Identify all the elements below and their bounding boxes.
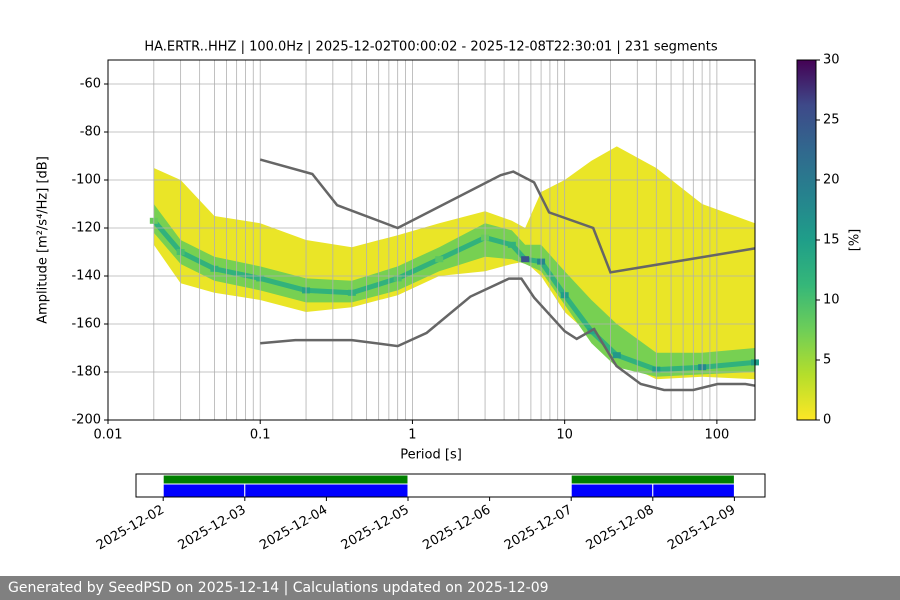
density-mode — [151, 219, 756, 373]
colorbar-tick-label: 5 — [823, 353, 831, 368]
colorbar-tick-label: 25 — [823, 113, 840, 128]
x-tick-label: 0.1 — [250, 428, 271, 443]
x-tick-label: 2025-12-02 — [94, 503, 167, 554]
y-tick-label: -160 — [71, 317, 101, 332]
x-tick-label: 2025-12-07 — [502, 503, 575, 554]
availability-bar — [652, 483, 735, 498]
y-tick-label: -80 — [80, 125, 101, 140]
colorbar-tick-label: 30 — [823, 53, 840, 68]
x-tick-label: 2025-12-06 — [420, 503, 493, 554]
x-tick-label: 2025-12-05 — [339, 503, 412, 554]
colorbar-tick-label: 0 — [823, 413, 831, 428]
availability-bar — [244, 483, 409, 498]
x-tick-label: 10 — [556, 428, 573, 443]
density-peak — [521, 256, 530, 263]
x-tick-label: 2025-12-03 — [176, 503, 249, 554]
x-axis-label: Period [s] — [400, 448, 462, 463]
plot-frame — [107, 59, 756, 421]
figure: HA.ERTR..HHZ | 100.0Hz | 2025-12-02T00:0… — [36, 40, 863, 554]
availability-bar — [570, 474, 735, 485]
chart-title: HA.ERTR..HHZ | 100.0Hz | 2025-12-02T00:0… — [144, 40, 718, 55]
colorbar-tick-label: 15 — [823, 233, 840, 248]
colorbar-label: [%] — [848, 229, 863, 252]
y-tick-label: -200 — [71, 413, 101, 428]
availability-bar — [570, 483, 654, 498]
x-tick-label: 2025-12-04 — [257, 503, 330, 554]
x-tick-label: 1 — [408, 428, 416, 443]
y-axis-label: Amplitude [m²/s⁴/Hz] [dB] — [36, 156, 51, 324]
y-tick-label: -120 — [71, 221, 101, 236]
colorbar-tick-label: 20 — [823, 173, 840, 188]
x-tick-label: 100 — [704, 428, 729, 443]
density-peak — [507, 241, 516, 248]
x-tick-label: 2025-12-09 — [665, 503, 738, 554]
y-tick-label: -180 — [71, 365, 101, 380]
y-tick-label: -100 — [71, 173, 101, 188]
y-tick-label: -60 — [80, 77, 101, 92]
colorbar — [796, 59, 817, 421]
noise-model-line — [260, 277, 756, 392]
x-tick-label: 0.01 — [94, 428, 123, 443]
footer: Generated by SeedPSD on 2025-12-14 | Cal… — [0, 576, 900, 600]
y-tick-label: -140 — [71, 269, 101, 284]
x-tick-label: 2025-12-08 — [584, 503, 657, 554]
noise-model-line — [259, 158, 756, 274]
density-band — [153, 204, 755, 377]
colorbar-tick-label: 10 — [823, 293, 840, 308]
availability-bar — [162, 483, 246, 498]
timeline-frame — [135, 473, 766, 498]
density-peak — [612, 352, 621, 359]
availability-bar — [162, 474, 409, 485]
density-peak — [435, 256, 444, 263]
